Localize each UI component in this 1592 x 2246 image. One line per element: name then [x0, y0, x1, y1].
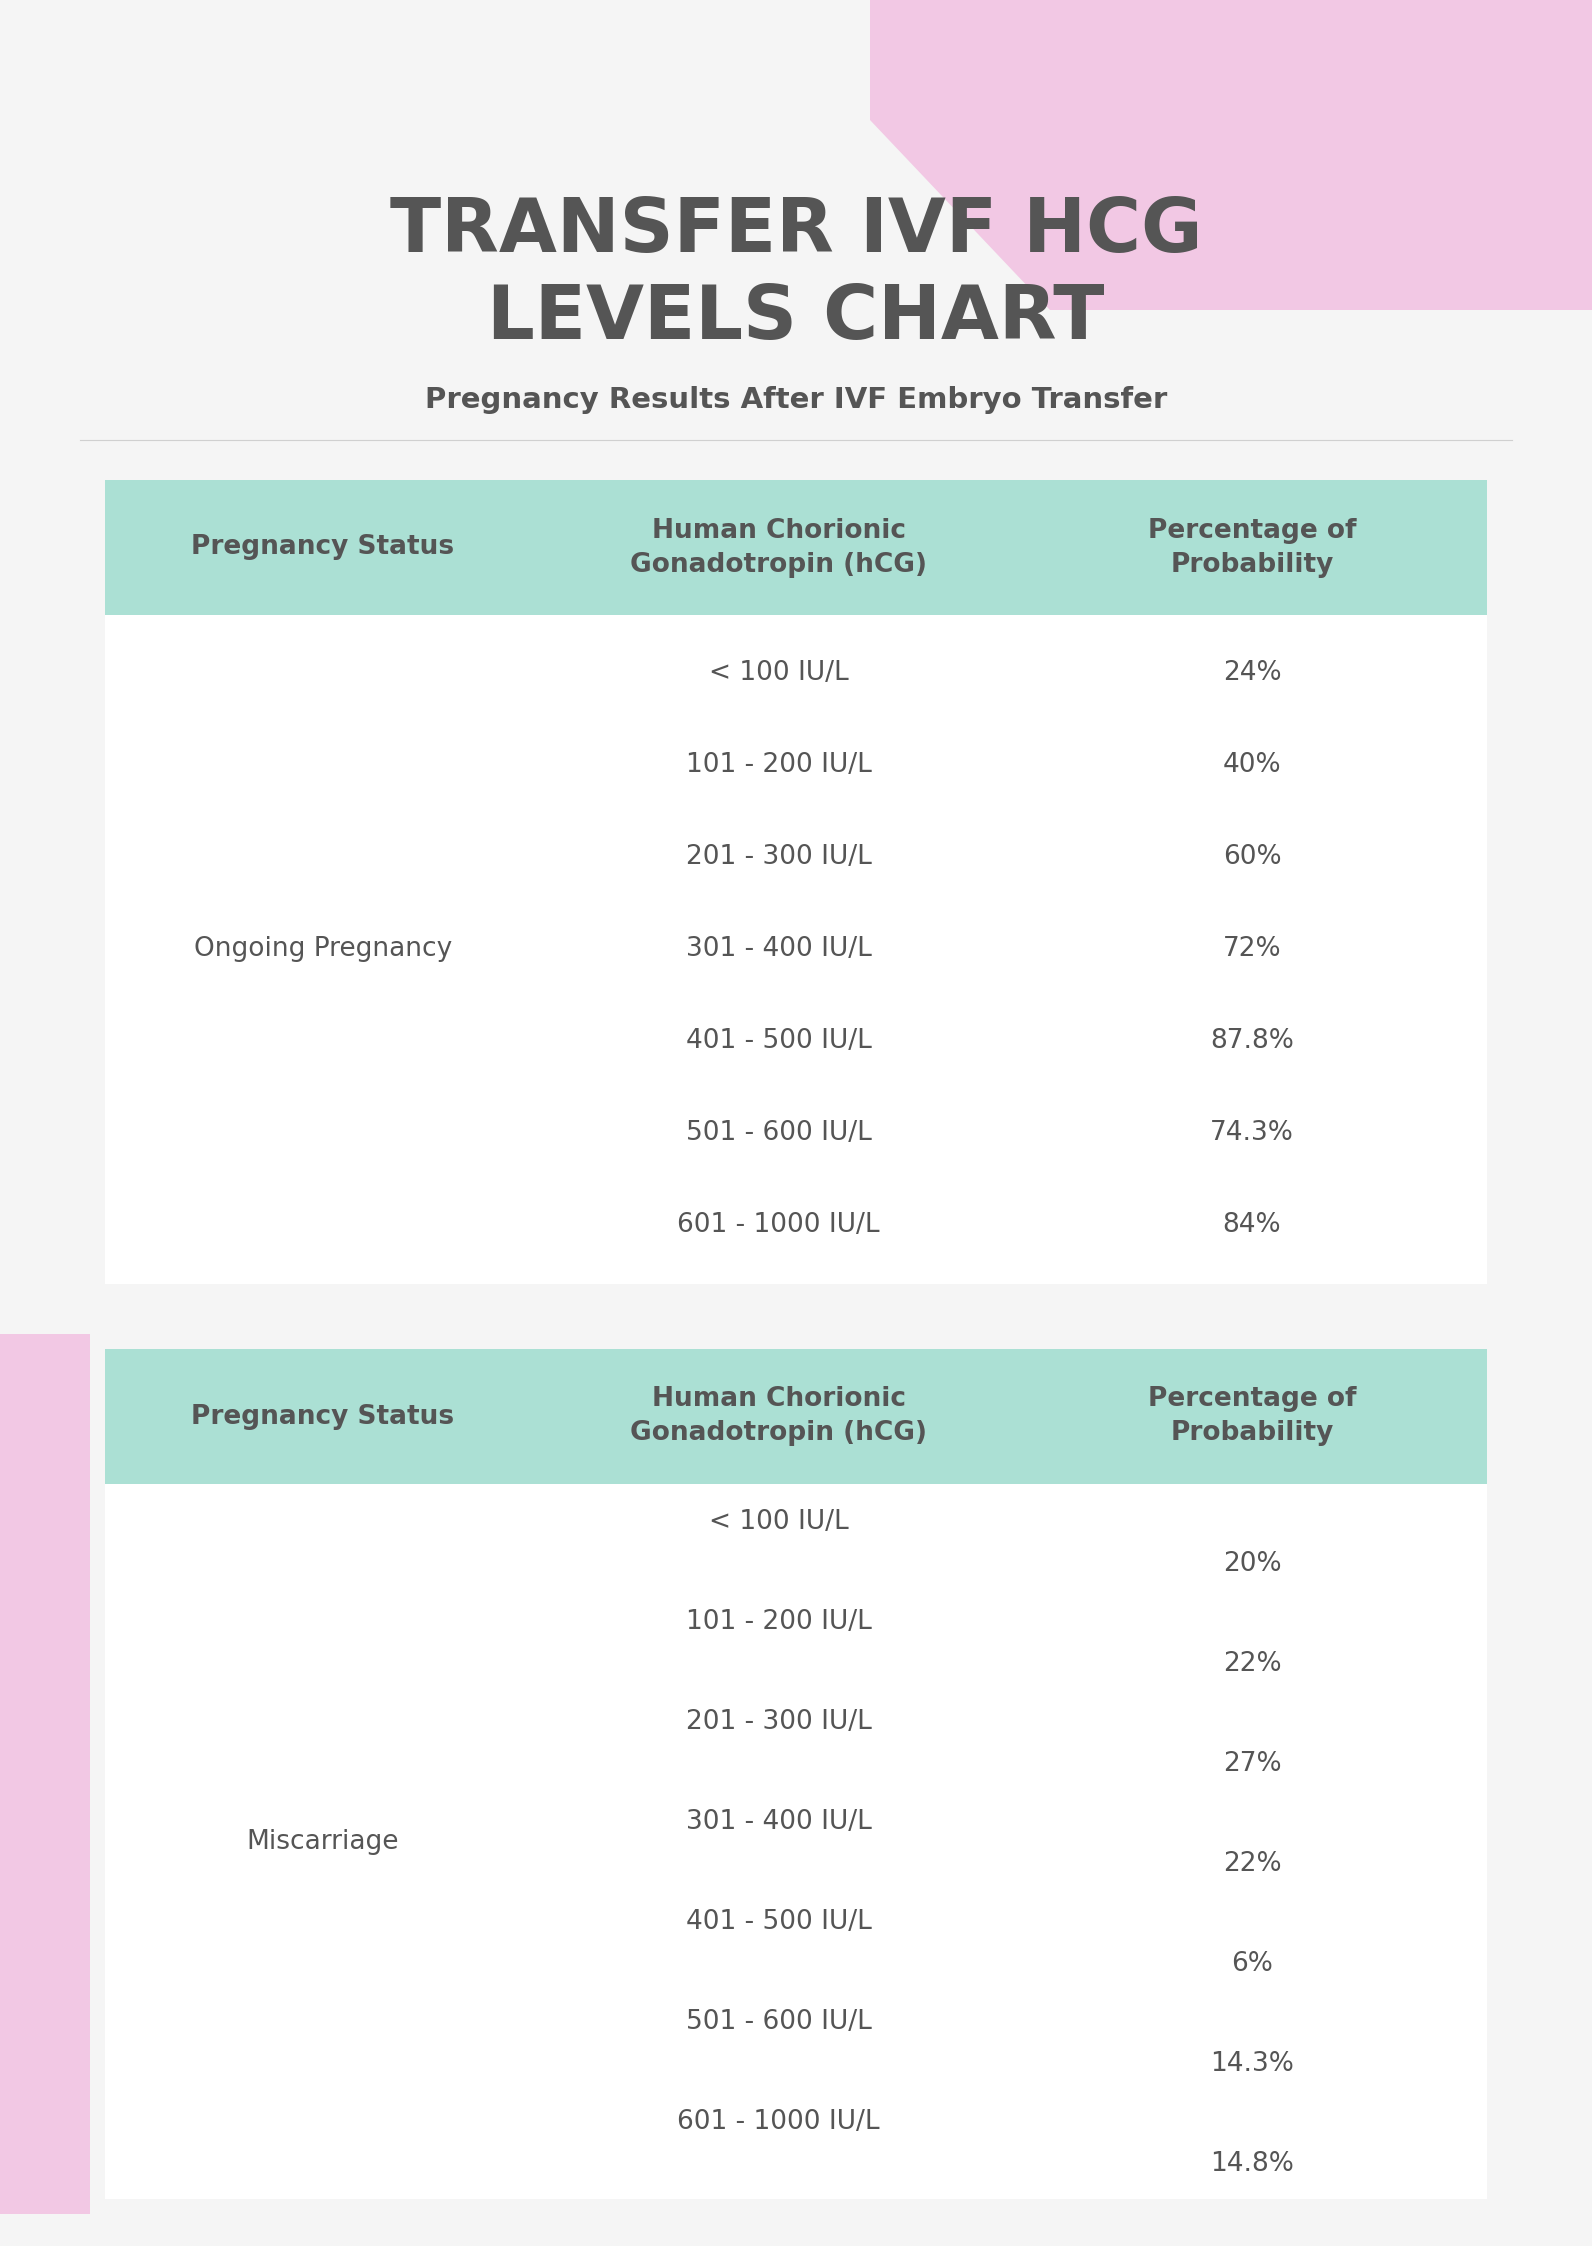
Text: 301 - 400 IU/L: 301 - 400 IU/L	[686, 937, 872, 961]
Text: 87.8%: 87.8%	[1210, 1029, 1294, 1053]
Text: 40%: 40%	[1223, 752, 1282, 777]
Text: 24%: 24%	[1223, 660, 1282, 685]
Text: 401 - 500 IU/L: 401 - 500 IU/L	[686, 1909, 872, 1936]
Text: 22%: 22%	[1223, 1851, 1282, 1878]
FancyBboxPatch shape	[105, 1485, 1487, 2199]
Text: < 100 IU/L: < 100 IU/L	[708, 660, 849, 685]
Text: 501 - 600 IU/L: 501 - 600 IU/L	[686, 2008, 872, 2035]
Text: 401 - 500 IU/L: 401 - 500 IU/L	[686, 1029, 872, 1053]
Text: 72%: 72%	[1223, 937, 1282, 961]
Text: Percentage of
Probability: Percentage of Probability	[1148, 1386, 1356, 1446]
Text: Miscarriage: Miscarriage	[247, 1828, 400, 1855]
Text: 101 - 200 IU/L: 101 - 200 IU/L	[686, 1608, 872, 1635]
Text: 22%: 22%	[1223, 1651, 1282, 1678]
FancyBboxPatch shape	[0, 1334, 91, 2215]
Text: 20%: 20%	[1223, 1552, 1282, 1577]
Text: 60%: 60%	[1223, 844, 1282, 869]
Text: Pregnancy Status: Pregnancy Status	[191, 535, 454, 562]
Text: 201 - 300 IU/L: 201 - 300 IU/L	[686, 844, 872, 869]
Text: 501 - 600 IU/L: 501 - 600 IU/L	[686, 1121, 872, 1145]
Text: 27%: 27%	[1223, 1752, 1282, 1777]
Text: Pregnancy Results After IVF Embryo Transfer: Pregnancy Results After IVF Embryo Trans…	[425, 386, 1167, 413]
FancyBboxPatch shape	[105, 615, 1487, 1285]
Text: Ongoing Pregnancy: Ongoing Pregnancy	[194, 937, 452, 961]
Text: Percentage of
Probability: Percentage of Probability	[1148, 517, 1356, 577]
Text: Pregnancy Status: Pregnancy Status	[191, 1404, 454, 1428]
Polygon shape	[869, 0, 1592, 310]
Text: Human Chorionic
Gonadotropin (hCG): Human Chorionic Gonadotropin (hCG)	[630, 517, 927, 577]
Text: 201 - 300 IU/L: 201 - 300 IU/L	[686, 1709, 872, 1734]
Text: 14.3%: 14.3%	[1210, 2051, 1294, 2078]
Text: 6%: 6%	[1231, 1952, 1274, 1976]
FancyBboxPatch shape	[105, 481, 1487, 615]
Text: 601 - 1000 IU/L: 601 - 1000 IU/L	[678, 1213, 880, 1238]
Text: 74.3%: 74.3%	[1210, 1121, 1294, 1145]
Text: 601 - 1000 IU/L: 601 - 1000 IU/L	[678, 2109, 880, 2136]
Text: 301 - 400 IU/L: 301 - 400 IU/L	[686, 1808, 872, 1835]
Text: Human Chorionic
Gonadotropin (hCG): Human Chorionic Gonadotropin (hCG)	[630, 1386, 927, 1446]
Text: TRANSFER IVF HCG
LEVELS CHART: TRANSFER IVF HCG LEVELS CHART	[390, 195, 1202, 355]
FancyBboxPatch shape	[105, 1350, 1487, 1485]
Text: 101 - 200 IU/L: 101 - 200 IU/L	[686, 752, 872, 777]
Text: 84%: 84%	[1223, 1213, 1282, 1238]
Text: < 100 IU/L: < 100 IU/L	[708, 1509, 849, 1534]
Text: 14.8%: 14.8%	[1210, 2152, 1294, 2176]
